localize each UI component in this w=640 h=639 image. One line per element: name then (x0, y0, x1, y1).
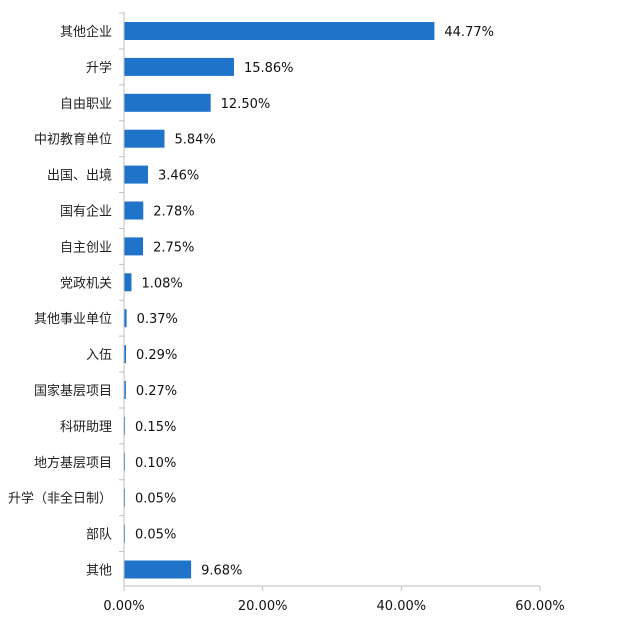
data-label: 1.08% (141, 276, 182, 291)
bar (124, 129, 165, 148)
axis-layer (119, 12, 541, 591)
data-label: 0.15% (135, 420, 176, 435)
bar (124, 201, 144, 220)
category-label: 国家基层项目 (34, 383, 112, 399)
data-label: 0.29% (136, 348, 177, 363)
bar (124, 416, 126, 435)
data-label: 2.75% (153, 240, 194, 255)
bar (124, 345, 127, 364)
data-label: 0.37% (137, 312, 178, 327)
category-label: 其他企业 (60, 24, 112, 40)
x-tick-label: 60.00% (515, 599, 565, 614)
data-label: 3.46% (158, 169, 199, 184)
bar (124, 93, 211, 112)
data-label: 0.05% (135, 528, 176, 543)
category-label: 其他事业单位 (34, 312, 112, 327)
bar (124, 560, 192, 579)
data-label: 2.78% (153, 205, 194, 220)
data-label: 0.10% (135, 456, 176, 471)
category-label: 党政机关 (60, 276, 112, 291)
category-label: 地方基层项目 (34, 455, 112, 471)
category-label: 其他 (86, 564, 112, 579)
category-label: 科研助理 (60, 420, 112, 435)
category-label: 入伍 (86, 348, 112, 363)
bar (124, 273, 132, 292)
bar (124, 165, 148, 184)
x-tick-label: 20.00% (238, 599, 288, 614)
category-label: 升学 (86, 60, 112, 76)
bar (124, 237, 144, 256)
data-label: 15.86% (244, 61, 294, 76)
labels-layer: 0.00% 20.00% 40.00% 60.00% 其他企业 44.77% 升学 15.86… (8, 24, 565, 614)
category-label: 自由职业 (60, 97, 112, 112)
category-label: 出国、出境 (47, 169, 112, 184)
category-label: 自主创业 (60, 240, 112, 255)
category-label: 部队 (86, 528, 112, 543)
data-label: 9.68% (201, 564, 242, 579)
data-label: 5.84% (174, 133, 215, 148)
bar (124, 381, 126, 399)
category-label: 升学（非全日制） (8, 491, 112, 507)
bar (124, 309, 127, 328)
data-label: 0.05% (135, 492, 176, 507)
data-label: 44.77% (444, 25, 494, 40)
category-label: 国有企业 (60, 204, 112, 220)
x-tick-label: 40.00% (377, 599, 427, 614)
x-tick-label: 0.00% (103, 599, 144, 614)
bar (124, 22, 435, 40)
bars-layer (124, 22, 435, 579)
bar (124, 57, 234, 76)
data-label: 0.27% (136, 384, 177, 399)
category-label: 中初教育单位 (34, 132, 112, 148)
data-label: 12.50% (221, 97, 271, 112)
